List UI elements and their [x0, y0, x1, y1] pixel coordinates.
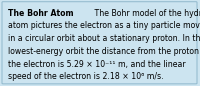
Text: speed of the electron is 2.18 × 10⁶ m/s.: speed of the electron is 2.18 × 10⁶ m/s.: [8, 72, 163, 81]
FancyBboxPatch shape: [2, 2, 197, 84]
Text: The Bohr Atom: The Bohr Atom: [8, 9, 73, 18]
Text: the electron is 5.29 × 10⁻¹¹ m, and the linear: the electron is 5.29 × 10⁻¹¹ m, and the …: [8, 60, 185, 69]
Text: The Bohr model of the hydrogen: The Bohr model of the hydrogen: [92, 9, 200, 18]
Text: in a circular orbit about a stationary proton. In the: in a circular orbit about a stationary p…: [8, 34, 200, 43]
Text: atom pictures the electron as a tiny particle moving: atom pictures the electron as a tiny par…: [8, 21, 200, 30]
Text: lowest-energy orbit the distance from the proton to: lowest-energy orbit the distance from th…: [8, 47, 200, 56]
